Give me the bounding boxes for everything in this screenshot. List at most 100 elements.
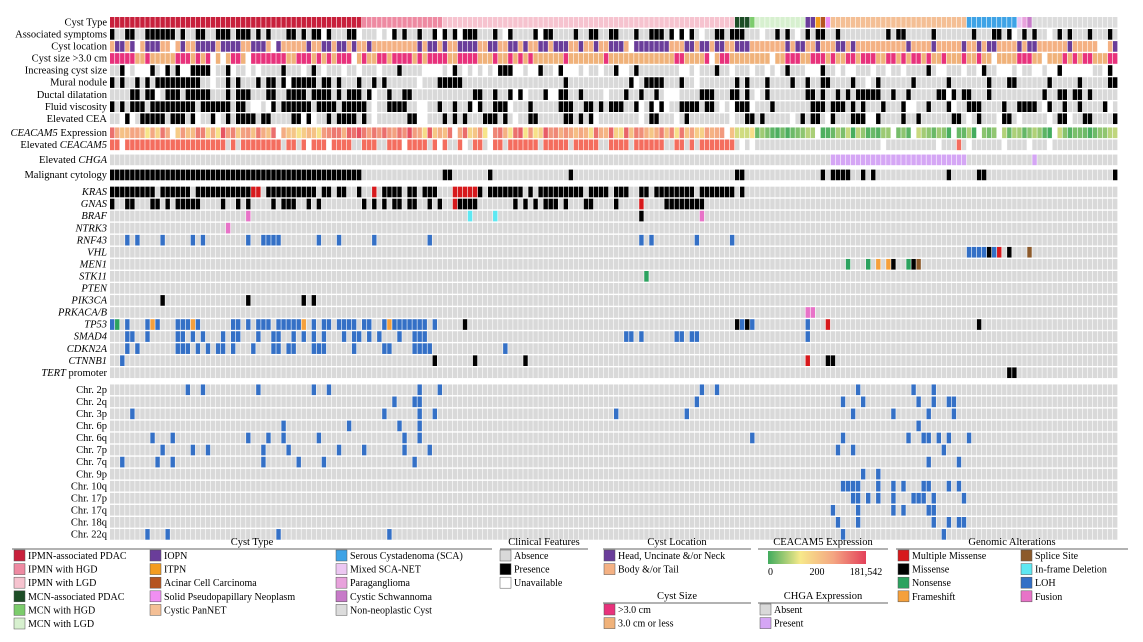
cell bbox=[1062, 127, 1067, 139]
cell bbox=[422, 77, 427, 88]
cell bbox=[351, 41, 357, 52]
cell bbox=[362, 29, 367, 40]
cell bbox=[467, 41, 473, 52]
cell bbox=[367, 41, 372, 52]
cell bbox=[467, 271, 473, 282]
cell bbox=[175, 41, 180, 52]
cell bbox=[180, 17, 185, 28]
cell bbox=[941, 307, 947, 318]
cell bbox=[397, 283, 402, 294]
cell bbox=[871, 101, 876, 112]
cell bbox=[815, 258, 821, 270]
cell bbox=[1092, 198, 1098, 210]
cell bbox=[472, 222, 478, 234]
cell bbox=[442, 234, 448, 246]
cell bbox=[755, 17, 760, 28]
cell bbox=[760, 127, 765, 139]
cell bbox=[457, 210, 463, 222]
cell bbox=[976, 295, 982, 306]
cell bbox=[765, 271, 770, 282]
cell bbox=[306, 29, 311, 40]
cell bbox=[225, 65, 231, 76]
cell bbox=[931, 234, 936, 246]
cell bbox=[165, 258, 170, 270]
cell bbox=[538, 186, 543, 198]
cell bbox=[1027, 139, 1032, 151]
cell bbox=[1047, 169, 1052, 181]
cell bbox=[775, 258, 780, 270]
cell bbox=[886, 101, 891, 112]
cell bbox=[1092, 271, 1098, 282]
cell bbox=[215, 77, 221, 88]
cell bbox=[639, 295, 644, 306]
cell bbox=[629, 319, 634, 330]
cell bbox=[341, 234, 347, 246]
cell bbox=[1097, 53, 1103, 64]
cell bbox=[1002, 17, 1007, 28]
cell bbox=[452, 198, 458, 210]
cell bbox=[482, 307, 488, 318]
cell bbox=[830, 53, 836, 64]
cell bbox=[1032, 198, 1037, 210]
cell bbox=[518, 307, 523, 318]
cell bbox=[1072, 258, 1078, 270]
cell bbox=[1027, 295, 1032, 306]
cell bbox=[558, 77, 563, 88]
cell bbox=[966, 307, 972, 318]
cell bbox=[850, 319, 856, 330]
cell bbox=[281, 41, 286, 52]
cell bbox=[845, 271, 851, 282]
cell bbox=[896, 186, 901, 198]
cell bbox=[825, 41, 831, 52]
cell bbox=[729, 169, 735, 181]
cell bbox=[981, 283, 987, 294]
cell bbox=[523, 41, 528, 52]
cell bbox=[140, 246, 145, 258]
cell bbox=[301, 198, 306, 210]
cell bbox=[261, 154, 266, 166]
cell bbox=[372, 65, 377, 76]
cell bbox=[316, 113, 322, 125]
cell bbox=[508, 29, 513, 40]
cell bbox=[538, 29, 543, 40]
cell bbox=[971, 113, 977, 125]
cell bbox=[185, 127, 191, 139]
cell bbox=[1017, 113, 1022, 125]
cell bbox=[493, 210, 498, 222]
cell bbox=[321, 295, 327, 306]
cell bbox=[926, 17, 931, 28]
cell bbox=[608, 271, 614, 282]
cell bbox=[1037, 101, 1042, 112]
cell bbox=[417, 198, 422, 210]
cell bbox=[296, 283, 301, 294]
cell bbox=[785, 271, 790, 282]
cell bbox=[608, 53, 614, 64]
cell bbox=[241, 89, 246, 100]
cell bbox=[992, 41, 997, 52]
cell bbox=[432, 258, 437, 270]
cell bbox=[891, 234, 896, 246]
cell bbox=[608, 210, 614, 222]
cell bbox=[241, 295, 246, 306]
cell bbox=[941, 17, 947, 28]
cell bbox=[906, 169, 911, 181]
cell bbox=[961, 29, 967, 40]
cell bbox=[805, 101, 810, 112]
cell bbox=[745, 17, 750, 28]
cell bbox=[367, 295, 372, 306]
cell bbox=[901, 198, 906, 210]
cell bbox=[1022, 246, 1027, 258]
cell bbox=[1017, 234, 1022, 246]
cell bbox=[140, 139, 145, 151]
cell bbox=[699, 41, 705, 52]
cell bbox=[860, 246, 866, 258]
cell bbox=[810, 139, 815, 151]
cell bbox=[740, 127, 745, 139]
cell bbox=[175, 17, 180, 28]
cell bbox=[170, 53, 175, 64]
cell bbox=[563, 77, 569, 88]
cell bbox=[1082, 295, 1088, 306]
cell bbox=[246, 169, 251, 181]
cell bbox=[679, 113, 684, 125]
cell bbox=[941, 246, 947, 258]
